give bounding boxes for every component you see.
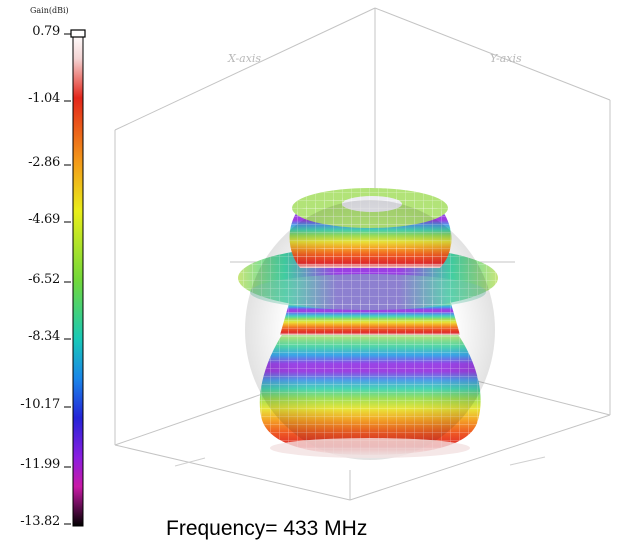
- colorbar: [72, 33, 84, 527]
- colorbar-top-marker: [70, 29, 86, 38]
- colorbar-tick-label: -4.69: [28, 212, 60, 227]
- colorbar-tick-label: -11.99: [20, 457, 60, 472]
- colorbar-ticks: [64, 33, 71, 525]
- colorbar-title: Gain(dBi): [30, 6, 69, 15]
- radiation-pattern-body: [238, 188, 498, 460]
- axes-box: [114, 7, 611, 501]
- y-axis-label: Y-axis: [490, 52, 522, 65]
- axis-tick-marks: [174, 456, 546, 467]
- colorbar-tick-label: 0.79: [32, 24, 60, 39]
- frequency-caption: Frequency= 433 MHz: [166, 517, 368, 540]
- colorbar-tick-label: -2.86: [28, 155, 60, 170]
- colorbar-tick-label: -1.04: [28, 91, 60, 106]
- x-axis-label: X-axis: [228, 52, 262, 65]
- colorbar-tick-label: -6.52: [28, 272, 60, 287]
- colorbar-tick-label: -8.34: [28, 329, 60, 344]
- colorbar-tick-label: -13.82: [20, 514, 60, 529]
- colorbar-tick-label: -10.17: [20, 397, 60, 412]
